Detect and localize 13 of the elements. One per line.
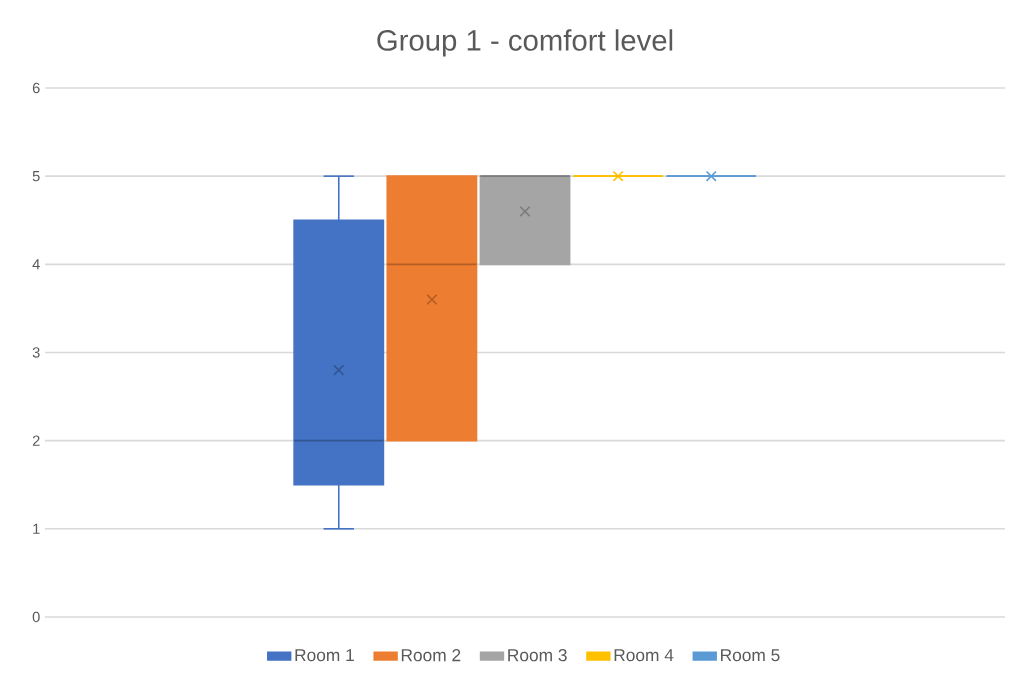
y-tick-label: 4 [32, 259, 40, 270]
y-tick-label: 6 [32, 82, 40, 94]
y-tick-label: 0 [32, 611, 40, 623]
legend-label: Room 1 [295, 649, 354, 662]
legend-label: Room 5 [721, 649, 780, 662]
legend-label: Room 4 [614, 649, 674, 662]
legend-label: Room 3 [508, 649, 567, 662]
y-tick-label: 5 [32, 171, 40, 182]
chart-title: Group 1 - comfort level [377, 29, 673, 57]
y-tick-label: 1 [33, 523, 40, 534]
y-tick-label: 3 [32, 347, 40, 358]
legend-label: Room 2 [401, 649, 461, 662]
y-tick-label: 2 [32, 435, 40, 446]
